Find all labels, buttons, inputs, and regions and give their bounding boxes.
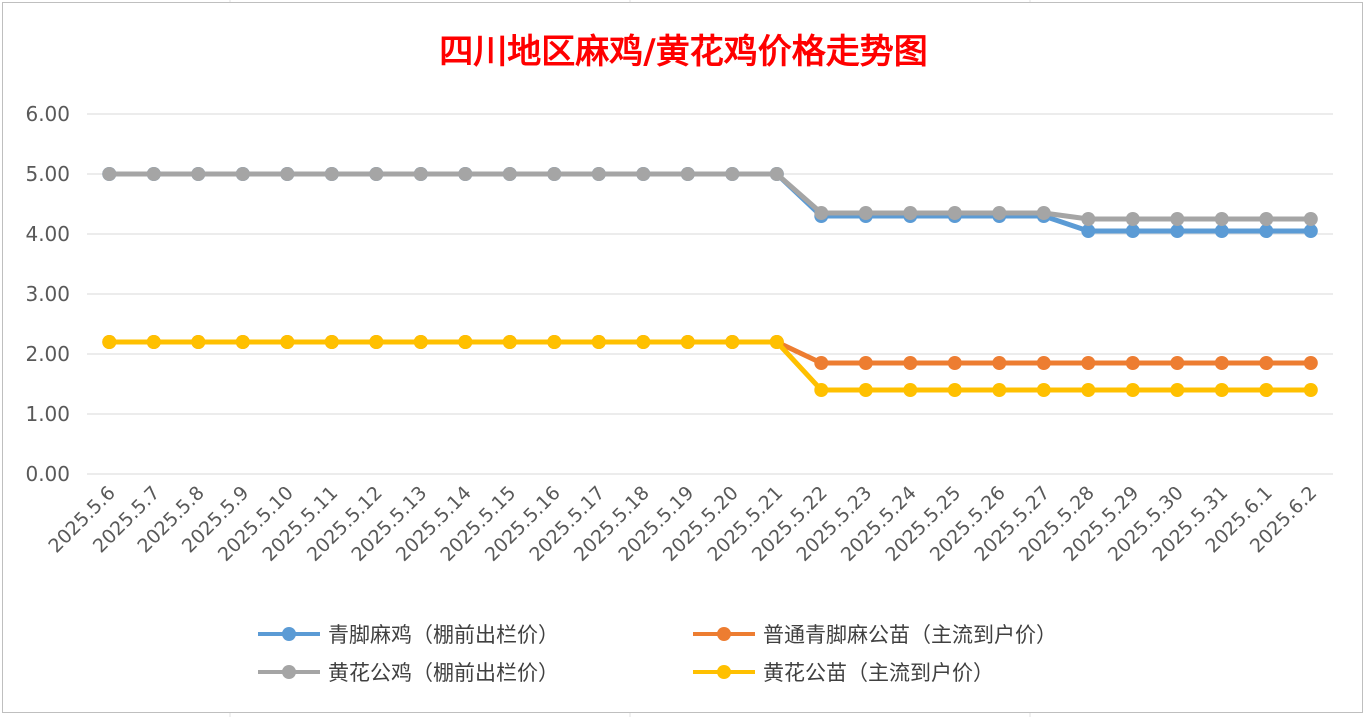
data-point[interactable] xyxy=(814,206,829,220)
data-point[interactable] xyxy=(1170,383,1185,397)
data-point[interactable] xyxy=(1259,212,1274,226)
data-point[interactable] xyxy=(769,167,784,181)
data-point[interactable] xyxy=(280,335,295,349)
data-point[interactable] xyxy=(591,335,606,349)
data-point[interactable] xyxy=(458,335,473,349)
data-point[interactable] xyxy=(1170,212,1185,226)
data-point[interactable] xyxy=(903,206,918,220)
y-tick-label: 4.00 xyxy=(25,222,70,246)
data-point[interactable] xyxy=(769,335,784,349)
data-point[interactable] xyxy=(1081,383,1096,397)
y-tick-label: 1.00 xyxy=(25,402,70,426)
data-point[interactable] xyxy=(1214,383,1229,397)
data-point[interactable] xyxy=(1125,356,1140,370)
y-tick-label: 2.00 xyxy=(25,342,70,366)
data-point[interactable] xyxy=(369,335,384,349)
data-point[interactable] xyxy=(146,167,161,181)
gridlines xyxy=(87,113,1333,475)
data-point[interactable] xyxy=(1170,356,1185,370)
series-group xyxy=(102,167,1318,397)
data-point[interactable] xyxy=(1036,206,1051,220)
data-point[interactable] xyxy=(235,167,250,181)
data-point[interactable] xyxy=(191,335,206,349)
data-point[interactable] xyxy=(947,383,962,397)
data-point[interactable] xyxy=(1214,224,1229,238)
data-point[interactable] xyxy=(1125,212,1140,226)
data-point[interactable] xyxy=(903,383,918,397)
data-point[interactable] xyxy=(1303,383,1318,397)
chart-title: 四川地区麻鸡/黄花鸡价格走势图 xyxy=(439,32,928,72)
data-point[interactable] xyxy=(1036,383,1051,397)
data-point[interactable] xyxy=(680,167,695,181)
data-point[interactable] xyxy=(1125,224,1140,238)
data-point[interactable] xyxy=(102,335,117,349)
data-point[interactable] xyxy=(458,167,473,181)
data-point[interactable] xyxy=(547,167,562,181)
y-tick-label: 3.00 xyxy=(25,282,70,306)
y-tick-label: 5.00 xyxy=(25,162,70,186)
data-point[interactable] xyxy=(369,167,384,181)
data-point[interactable] xyxy=(858,383,873,397)
data-point[interactable] xyxy=(680,335,695,349)
series-line[interactable] xyxy=(106,339,1314,393)
data-point[interactable] xyxy=(324,167,339,181)
data-point[interactable] xyxy=(591,167,606,181)
y-tick-label: 0.00 xyxy=(25,462,70,486)
data-point[interactable] xyxy=(636,335,651,349)
data-point[interactable] xyxy=(636,167,651,181)
y-axis: 0.00 1.00 2.00 3.00 4.00 5.00 6.00 xyxy=(25,102,70,486)
data-point[interactable] xyxy=(1214,212,1229,226)
data-point[interactable] xyxy=(1081,356,1096,370)
data-point[interactable] xyxy=(858,206,873,220)
data-point[interactable] xyxy=(413,167,428,181)
series-line[interactable] xyxy=(106,171,1314,222)
data-point[interactable] xyxy=(235,335,250,349)
data-point[interactable] xyxy=(502,167,517,181)
series-3 xyxy=(102,167,1318,226)
data-point[interactable] xyxy=(1170,224,1185,238)
data-point[interactable] xyxy=(814,383,829,397)
data-point[interactable] xyxy=(1259,383,1274,397)
data-point[interactable] xyxy=(1303,224,1318,238)
data-point[interactable] xyxy=(1125,383,1140,397)
data-point[interactable] xyxy=(1036,356,1051,370)
data-point[interactable] xyxy=(947,356,962,370)
data-point[interactable] xyxy=(814,356,829,370)
series-4 xyxy=(102,335,1318,397)
data-point[interactable] xyxy=(1259,356,1274,370)
data-point[interactable] xyxy=(1303,356,1318,370)
data-point[interactable] xyxy=(324,335,339,349)
data-point[interactable] xyxy=(280,167,295,181)
data-point[interactable] xyxy=(992,383,1007,397)
data-point[interactable] xyxy=(502,335,517,349)
data-point[interactable] xyxy=(547,335,562,349)
data-point[interactable] xyxy=(1259,224,1274,238)
data-point[interactable] xyxy=(858,356,873,370)
data-point[interactable] xyxy=(191,167,206,181)
data-point[interactable] xyxy=(725,167,740,181)
x-axis: 2025.5.62025.5.72025.5.82025.5.92025.5.1… xyxy=(44,482,1321,566)
y-tick-label: 6.00 xyxy=(25,102,70,126)
data-point[interactable] xyxy=(725,335,740,349)
data-point[interactable] xyxy=(146,335,161,349)
data-point[interactable] xyxy=(413,335,428,349)
data-point[interactable] xyxy=(1081,224,1096,238)
data-point[interactable] xyxy=(992,206,1007,220)
data-point[interactable] xyxy=(947,206,962,220)
data-point[interactable] xyxy=(903,356,918,370)
data-point[interactable] xyxy=(992,356,1007,370)
data-point[interactable] xyxy=(1214,356,1229,370)
data-point[interactable] xyxy=(102,167,117,181)
data-point[interactable] xyxy=(1303,212,1318,226)
data-point[interactable] xyxy=(1081,212,1096,226)
